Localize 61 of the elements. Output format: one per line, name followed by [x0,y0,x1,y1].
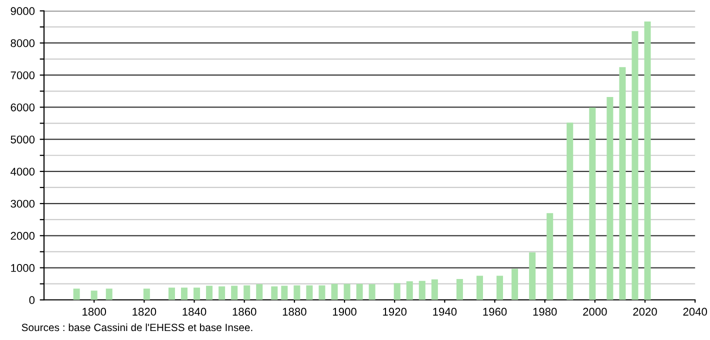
y-tick-label: 9000 [10,7,35,16]
y-tick-label: 4000 [10,168,35,176]
bar [619,67,626,300]
bar [294,285,300,300]
x-tick-label: 1840 [182,308,206,316]
y-tick-label: 1000 [11,264,35,272]
bar [180,288,188,300]
y-tick-label: 3000 [10,200,35,208]
bar [271,286,278,300]
bar [418,280,426,300]
y-tick-label: 6000 [10,103,35,112]
bar [106,288,112,300]
bar [218,286,226,300]
bar [244,285,250,300]
y-tick-label: 2000 [10,232,35,240]
bar [632,31,638,300]
x-tick-label: 1800 [82,308,106,316]
bar [529,252,536,300]
x-tick-label: 1900 [333,308,356,316]
bar [306,285,313,300]
bar [589,108,596,300]
bar [496,276,504,300]
y-tick-label: 8000 [10,39,35,48]
bar [168,288,175,300]
bar [368,284,376,300]
bar [512,268,518,300]
bar [431,279,438,300]
bar [143,288,150,300]
bar [546,213,554,300]
x-tick-label: 1880 [282,308,306,316]
y-tick-label: 5000 [10,136,35,144]
bar [206,286,213,300]
bar [644,21,651,300]
x-tick-label: 2000 [583,308,607,316]
x-tick-label: 2020 [633,308,657,316]
x-tick-label: 1860 [232,308,256,316]
x-tick-label: 1940 [433,308,457,316]
y-tick-label: 0 [29,296,35,304]
bar [606,96,614,300]
x-tick-label: 1980 [533,308,557,316]
y-tick-label: 7000 [10,71,35,80]
x-tick-label: 1960 [483,308,507,316]
bar [281,286,288,300]
bar [476,276,483,300]
bar [73,288,80,300]
x-tick-label: 2040 [683,308,708,316]
bar [331,284,338,300]
bar [566,122,574,300]
bar [318,285,326,300]
bar [406,281,413,300]
bar [231,286,238,300]
bar [394,283,400,300]
bar [344,284,350,300]
bar [456,279,463,300]
x-tick-label: 1820 [132,308,156,316]
bar [356,284,363,300]
bar [256,284,263,300]
bar [90,290,98,300]
bar [194,288,200,300]
source-note: Sources : base Cassini de l'EHESS et base Insee. [22,323,252,332]
x-tick-label: 1920 [383,308,407,316]
